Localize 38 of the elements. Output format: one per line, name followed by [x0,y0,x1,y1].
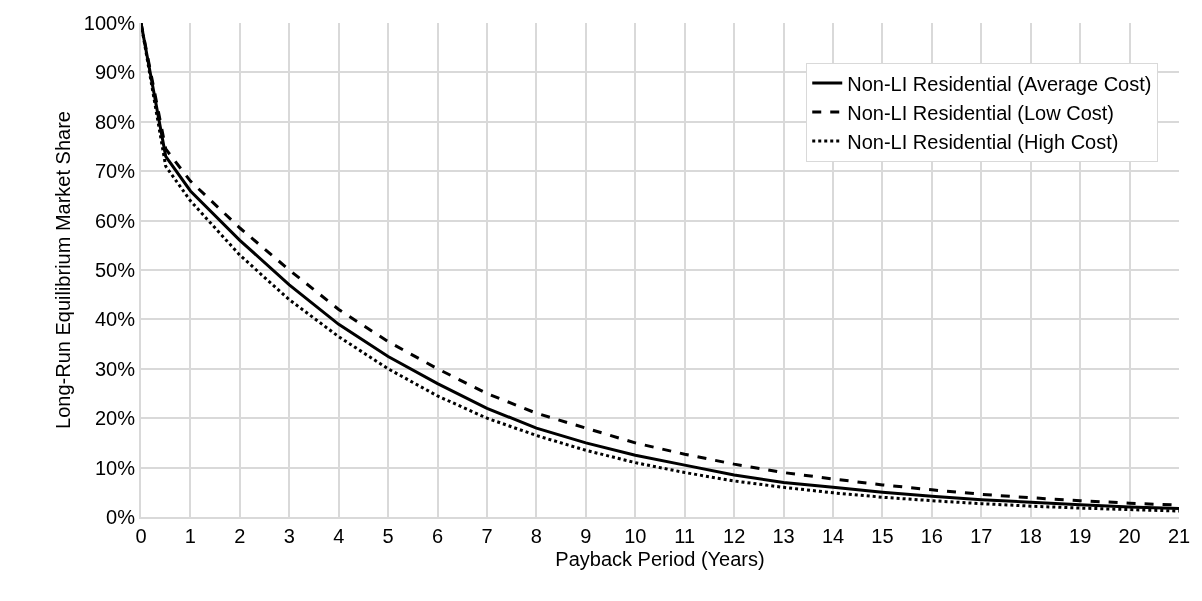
y-axis-title: Long-Run Equilibrium Market Share [51,111,74,429]
y-tick-label: 80% [94,110,136,133]
x-tick-label: 5 [382,525,394,547]
y-tick-label: 10% [94,456,136,479]
x-tick-label: 20 [1118,525,1141,547]
x-tick-label: 3 [283,525,295,547]
y-tick-label: 40% [94,308,136,331]
y-tick-label: 70% [94,160,136,183]
legend-label: Non-LI Residential (Low Cost) [847,101,1115,124]
x-tick-label: 4 [333,525,345,547]
x-tick-label: 18 [1019,525,1042,547]
x-tick-label: 14 [821,525,845,547]
x-tick-label: 0 [135,525,147,547]
x-tick-label: 21 [1167,525,1191,547]
x-tick-label: 8 [530,525,542,547]
legend-label: Non-LI Residential (High Cost) [847,130,1119,153]
y-tick-label: 60% [94,209,136,232]
y-tick-label: 30% [94,357,136,380]
x-axis-title: Payback Period (Years) [555,548,765,570]
x-tick-label: 7 [481,525,493,547]
x-tick-label: 2 [234,525,246,547]
y-tick-label: 90% [94,61,136,84]
x-tick-label: 10 [624,525,647,547]
x-tick-label: 12 [723,525,746,547]
x-tick-label: 15 [871,525,894,547]
x-tick-label: 9 [580,525,592,547]
x-tick-label: 17 [970,525,993,547]
x-tick-label: 19 [1069,525,1092,547]
x-tick-label: 11 [674,525,696,547]
x-tick-label: 16 [920,525,943,547]
y-tick-label: 100% [83,12,136,34]
y-tick-label: 20% [94,407,136,430]
x-tick-label: 1 [184,525,196,547]
y-tick-label: 50% [94,259,136,281]
y-tick-label: 0% [106,506,136,528]
x-tick-label: 6 [432,525,444,547]
x-tick-label: 13 [772,525,795,547]
legend-label: Non-LI Residential (Average Cost) [847,72,1152,95]
